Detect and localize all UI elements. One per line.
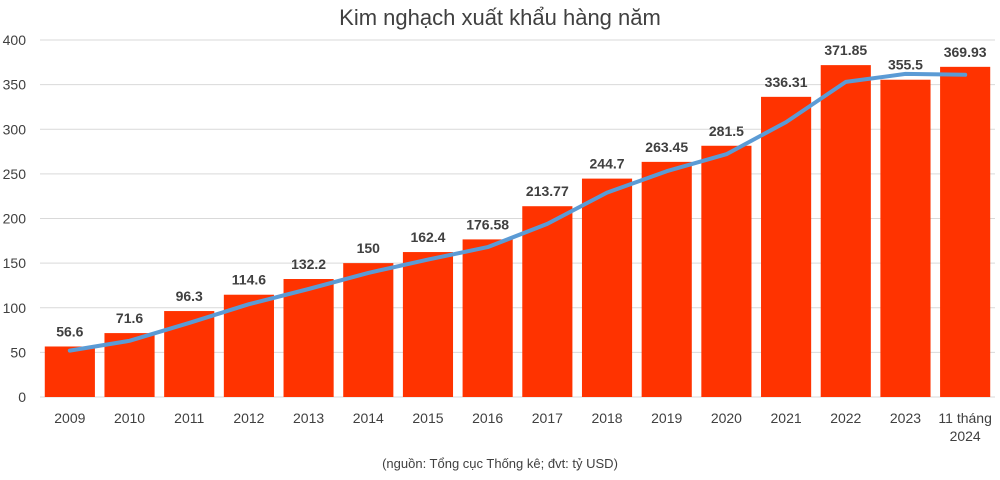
data-label: 176.58: [466, 216, 509, 232]
x-tick-label: 2016: [472, 410, 503, 426]
x-tick-label: 2018: [591, 410, 622, 426]
x-tick-label: 2020: [711, 410, 742, 426]
data-label: 96.3: [176, 288, 203, 304]
y-tick-label: 0: [18, 389, 26, 405]
data-label: 336.31: [765, 74, 808, 90]
data-label: 244.7: [590, 156, 625, 172]
bar-2022: [820, 65, 871, 398]
y-axis-ticks: 0 50 100 150 200 250 300 350 400: [3, 32, 27, 405]
data-label: 355.5: [888, 57, 923, 73]
bar-11-tháng-2024: [940, 66, 991, 398]
y-tick-label: 300: [3, 121, 27, 137]
data-label: 371.85: [824, 42, 867, 58]
bar-2011: [164, 311, 215, 397]
x-tick-label: 2009: [54, 410, 85, 426]
bar-2009: [44, 346, 95, 397]
data-label: 162.4: [410, 229, 445, 245]
x-tick-label: 2021: [771, 410, 802, 426]
x-tick-label: 2017: [532, 410, 563, 426]
trend-line-group: [67, 71, 968, 353]
y-tick-label: 150: [3, 255, 27, 271]
x-tick-label: 2012: [233, 410, 264, 426]
data-label: 150: [357, 240, 381, 256]
bar-2012: [223, 294, 274, 397]
bar-2021: [761, 96, 812, 397]
bar-2015: [402, 252, 454, 397]
bars: [44, 65, 991, 398]
x-tick-label: 2011: [174, 410, 204, 426]
y-tick-label: 250: [3, 166, 27, 182]
x-tick-label: 2010: [114, 410, 145, 426]
x-tick-label: 2014: [353, 410, 384, 426]
trend-line: [67, 71, 968, 353]
bar-2016: [462, 239, 513, 397]
bar-2018: [581, 178, 633, 397]
y-tick-label: 50: [10, 344, 26, 360]
bar-2023: [880, 79, 931, 397]
data-label: 281.5: [709, 123, 744, 139]
y-tick-label: 350: [3, 77, 27, 93]
data-label: 132.2: [291, 256, 326, 272]
data-label: 56.6: [56, 323, 83, 339]
bar-2013: [283, 279, 334, 397]
bar-2020: [701, 145, 752, 397]
y-tick-label: 100: [3, 300, 27, 316]
data-label: 263.45: [645, 139, 688, 155]
data-label: 213.77: [526, 183, 569, 199]
data-labels: 56.6 71.6 96.3 114.6 132.2 150 162.4 176.58 213.…: [56, 42, 987, 339]
x-axis-ticks: 2009 2010 2011 2012 2013 2014 2015 2016 2017 2018…: [54, 410, 992, 444]
y-tick-label: 200: [3, 211, 27, 227]
data-label: 369.93: [944, 44, 987, 60]
y-tick-label: 400: [3, 32, 27, 48]
x-tick-label: 2023: [890, 410, 921, 426]
x-tick-label: 2022: [830, 410, 861, 426]
chart-title: Kim nghạch xuất khẩu hàng năm: [339, 5, 661, 30]
data-label: 114.6: [232, 272, 266, 288]
data-label: 71.6: [116, 310, 143, 326]
x-tick-label: 2013: [293, 410, 324, 426]
x-tick-label: 2015: [412, 410, 443, 426]
x-tick-label: 2019: [651, 410, 682, 426]
source-note: (nguồn: Tổng cục Thống kê; đvt: tỷ USD): [382, 456, 618, 471]
bar-2014: [343, 263, 394, 397]
x-tick-label: 11 tháng 2024: [938, 410, 991, 444]
bar-2017: [522, 206, 573, 397]
bar-2019: [641, 161, 692, 397]
